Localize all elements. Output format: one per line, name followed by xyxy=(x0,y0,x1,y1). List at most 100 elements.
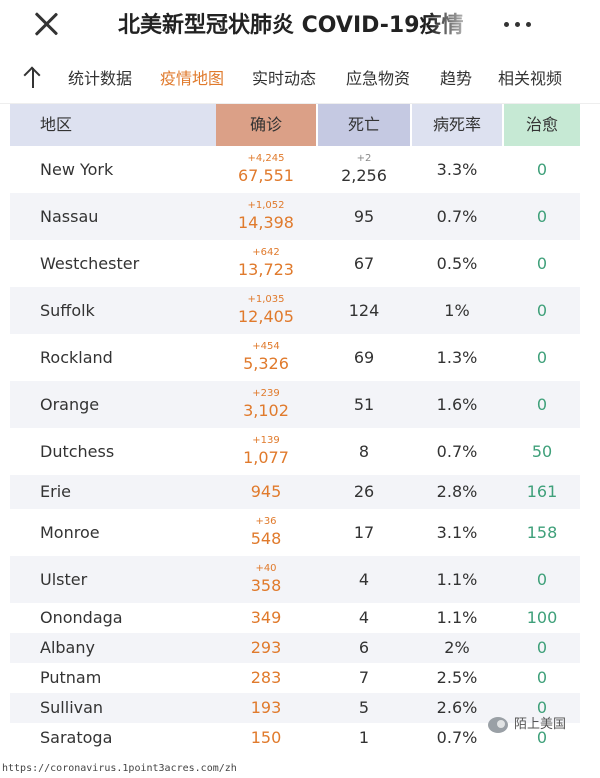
recovered-value: 0 xyxy=(536,570,548,589)
table-row[interactable]: Putnam 283 7 2.5% 0 xyxy=(10,663,580,693)
confirmed-cell: +642 13,723 xyxy=(216,247,316,281)
back-up-arrow-icon[interactable] xyxy=(22,64,44,90)
table-row[interactable]: Orange +239 3,102 51 1.6% 0 xyxy=(10,381,580,428)
fatality-rate: 3.3% xyxy=(436,160,478,179)
watermark-text: 陌上美国 xyxy=(514,717,567,732)
confirmed-cell: +40 358 xyxy=(216,563,316,597)
confirmed-cell: +1,035 12,405 xyxy=(216,294,316,328)
confirmed-cell: +1,052 14,398 xyxy=(216,200,316,234)
fatality-rate: 0.5% xyxy=(436,254,478,273)
confirmed-value: 358 xyxy=(250,576,282,595)
deaths-cell: 8 xyxy=(318,442,410,462)
table-row[interactable]: Rockland +454 5,326 69 1.3% 0 xyxy=(10,334,580,381)
confirmed-value: 293 xyxy=(250,638,282,657)
deaths-cell: 7 xyxy=(318,668,410,688)
table-row[interactable]: Albany 293 6 2% 0 xyxy=(10,633,580,663)
confirmed-delta: +642 xyxy=(252,247,280,258)
page-title: 北美新型冠状肺炎 COVID-19疫情 xyxy=(118,13,464,38)
table-row[interactable]: Saratoga 150 1 0.7% 0 xyxy=(10,723,580,753)
confirmed-delta: +139 xyxy=(252,435,280,446)
table-row[interactable]: Erie 945 26 2.8% 161 xyxy=(10,475,580,509)
deaths-value: 95 xyxy=(353,207,375,226)
confirmed-delta: +4,245 xyxy=(247,153,285,164)
region-name: New York xyxy=(40,160,114,179)
region-name: Putnam xyxy=(40,668,102,687)
recovered-value: 0 xyxy=(536,160,548,179)
tab-trends[interactable]: 趋势 xyxy=(440,69,473,88)
confirmed-value: 67,551 xyxy=(238,166,294,185)
header-fatality-rate[interactable]: 病死率 xyxy=(412,104,502,146)
confirmed-cell: 945 xyxy=(216,482,316,502)
table-row[interactable]: New York +4,245 67,551 +2 2,256 3.3% 0 xyxy=(10,146,580,193)
table-row[interactable]: Suffolk +1,035 12,405 124 1% 0 xyxy=(10,287,580,334)
deaths-value: 67 xyxy=(353,254,375,273)
deaths-cell: 51 xyxy=(318,395,410,415)
table-row[interactable]: Westchester +642 13,723 67 0.5% 0 xyxy=(10,240,580,287)
recovered-value: 0 xyxy=(536,638,548,657)
fatality-rate: 1.1% xyxy=(436,608,478,627)
table-row[interactable]: Sullivan 193 5 2.6% 0 xyxy=(10,693,580,723)
fatality-rate: 2.6% xyxy=(436,698,478,717)
deaths-cell: 124 xyxy=(318,301,410,321)
deaths-value: 7 xyxy=(358,668,370,687)
more-icon[interactable] xyxy=(498,14,538,34)
table-row[interactable]: Dutchess +139 1,077 8 0.7% 50 xyxy=(10,428,580,475)
region-name: Sullivan xyxy=(40,698,104,717)
deaths-value: 8 xyxy=(358,442,370,461)
tab-epidemic-map[interactable]: 疫情地图 xyxy=(160,69,225,88)
header-deaths[interactable]: 死亡 xyxy=(318,104,410,146)
confirmed-cell: +454 5,326 xyxy=(216,341,316,375)
region-name: Erie xyxy=(40,482,71,501)
tab-bar: 统计数据 疫情地图 实时动态 应急物资 趋势 相关视频 xyxy=(0,52,600,104)
header-region[interactable]: 地区 xyxy=(10,104,216,146)
tab-related-videos[interactable]: 相关视频 xyxy=(498,69,563,88)
confirmed-value: 13,723 xyxy=(238,260,294,279)
table-row[interactable]: Ulster +40 358 4 1.1% 0 xyxy=(10,556,580,603)
confirmed-value: 5,326 xyxy=(243,354,289,373)
fatality-rate: 1.1% xyxy=(436,570,478,589)
deaths-value: 5 xyxy=(358,698,370,717)
header-confirmed[interactable]: 确诊 xyxy=(216,104,316,146)
table-row[interactable]: Onondaga 349 4 1.1% 100 xyxy=(10,603,580,633)
tab-live-updates[interactable]: 实时动态 xyxy=(252,69,317,88)
confirmed-value: 14,398 xyxy=(238,213,294,232)
confirmed-cell: 283 xyxy=(216,668,316,688)
fatality-rate: 2.8% xyxy=(436,482,478,501)
close-icon[interactable] xyxy=(30,8,62,40)
confirmed-cell: 349 xyxy=(216,608,316,628)
deaths-cell: +2 2,256 xyxy=(318,153,410,187)
region-name: Onondaga xyxy=(40,608,123,627)
tab-emergency-supplies[interactable]: 应急物资 xyxy=(346,69,411,88)
fatality-rate: 0.7% xyxy=(436,442,478,461)
confirmed-delta: +1,035 xyxy=(247,294,285,305)
fatality-rate: 0.7% xyxy=(436,728,478,747)
recovered-value: 100 xyxy=(526,608,558,627)
deaths-cell: 95 xyxy=(318,207,410,227)
confirmed-delta: +239 xyxy=(252,388,280,399)
region-name: Rockland xyxy=(40,348,113,367)
header-recovered[interactable]: 治愈 xyxy=(504,104,580,146)
confirmed-value: 283 xyxy=(250,668,282,687)
title-fade-overlay xyxy=(430,6,482,46)
wechat-watermark-icon xyxy=(488,717,508,733)
confirmed-cell: +4,245 67,551 xyxy=(216,153,316,187)
confirmed-value: 349 xyxy=(250,608,282,627)
table-row[interactable]: Nassau +1,052 14,398 95 0.7% 0 xyxy=(10,193,580,240)
deaths-cell: 1 xyxy=(318,728,410,748)
confirmed-cell: 150 xyxy=(216,728,316,748)
fatality-rate: 1.6% xyxy=(436,395,478,414)
confirmed-delta: +40 xyxy=(255,563,277,574)
recovered-value: 0 xyxy=(536,301,548,320)
recovered-value: 0 xyxy=(536,668,548,687)
fatality-rate: 2% xyxy=(444,638,470,657)
table-row[interactable]: Monroe +36 548 17 3.1% 158 xyxy=(10,509,580,556)
deaths-cell: 26 xyxy=(318,482,410,502)
confirmed-value: 12,405 xyxy=(238,307,294,326)
tab-statistics[interactable]: 统计数据 xyxy=(68,69,133,88)
deaths-cell: 4 xyxy=(318,570,410,590)
region-name: Ulster xyxy=(40,570,88,589)
region-name: Orange xyxy=(40,395,100,414)
deaths-value: 17 xyxy=(353,523,375,542)
recovered-value: 50 xyxy=(531,442,553,461)
deaths-delta: +2 xyxy=(356,153,372,164)
